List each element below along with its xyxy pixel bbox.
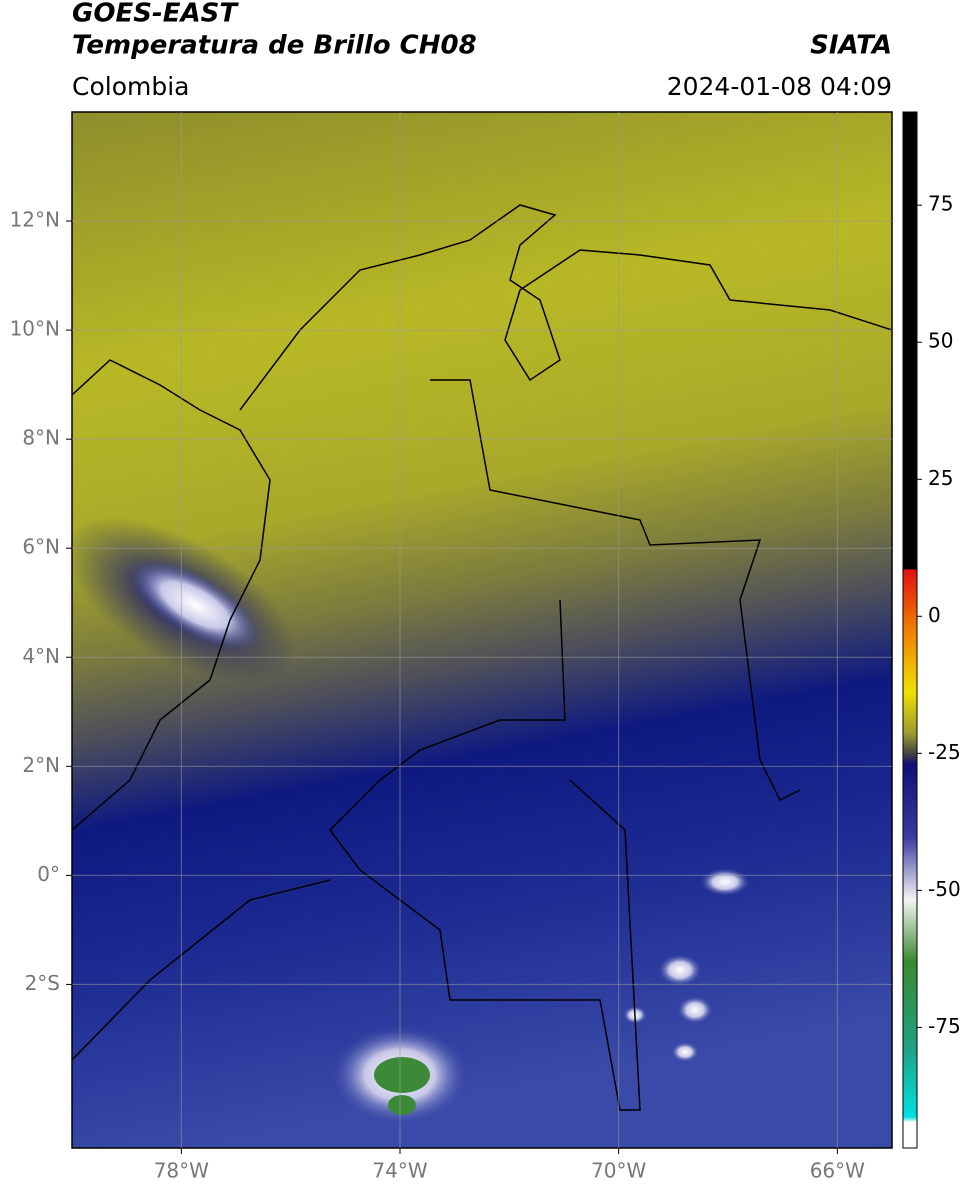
- x-tick-label: 66°W: [810, 1159, 865, 1183]
- colorbar-tick-label: 0: [928, 603, 941, 627]
- y-tick-label: 12°N: [10, 208, 60, 232]
- colorbar-tick-label: -25: [928, 740, 961, 764]
- title: GOES-EAST: [72, 0, 239, 29]
- colorbar-tick-label: 25: [928, 466, 953, 490]
- colorbar: [902, 111, 918, 1149]
- colorbar-tick-label: -75: [928, 1014, 961, 1038]
- y-tick-label: 0°: [37, 862, 60, 886]
- y-tick-label: 4°N: [22, 644, 60, 668]
- subtitle: Temperatura de Brillo CH08: [72, 31, 477, 61]
- source: SIATA: [810, 31, 892, 61]
- x-tick-label: 70°W: [591, 1159, 646, 1183]
- map-frame: [71, 111, 893, 1149]
- y-tick-label: 6°N: [22, 535, 60, 559]
- region: Colombia: [72, 72, 189, 101]
- y-tick-label: 2°S: [25, 971, 60, 995]
- y-tick-label: 2°N: [22, 753, 60, 777]
- map-image: [72, 112, 892, 1148]
- colorbar-tick-label: 75: [928, 192, 953, 216]
- colorbar-tick-label: -50: [928, 877, 961, 901]
- y-tick-label: 10°N: [10, 317, 60, 341]
- colorbar-tick-label: 50: [928, 329, 953, 353]
- x-tick-label: 78°W: [154, 1159, 209, 1183]
- datetime: 2024-01-08 04:09: [667, 72, 892, 101]
- y-tick-label: 8°N: [22, 426, 60, 450]
- x-tick-label: 74°W: [372, 1159, 427, 1183]
